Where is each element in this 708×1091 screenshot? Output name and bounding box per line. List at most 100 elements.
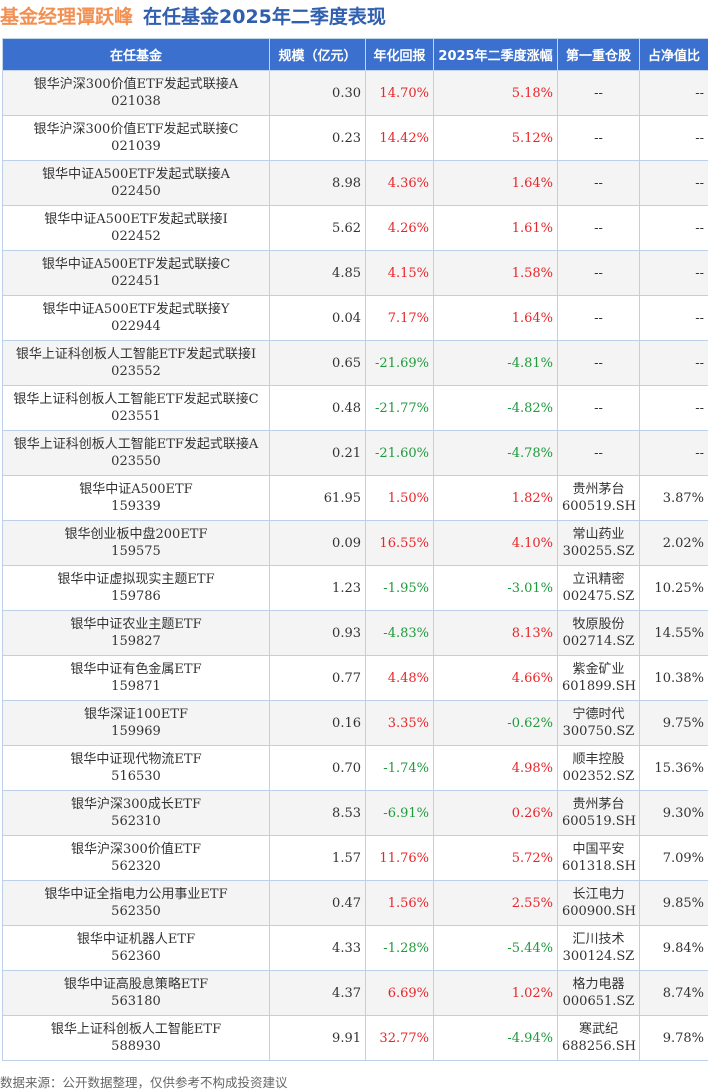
fund-size: 0.21 (270, 431, 366, 476)
fund-size: 9.91 (270, 1016, 366, 1061)
fund-name: 银华中证现代物流ETF (70, 752, 201, 767)
fund-size: 8.98 (270, 161, 366, 206)
annual-return: 4.26% (366, 206, 434, 251)
fund-code: 563180 (111, 994, 161, 1009)
fund-name: 银华中证全指电力公用事业ETF (44, 887, 227, 902)
fund-name-cell: 银华上证科创板人工智能ETF 588930 (3, 1016, 270, 1061)
top-holding-code: 601318.SH (562, 859, 636, 874)
top-holding-name: -- (594, 401, 603, 416)
holding-ratio: 3.87% (640, 476, 708, 521)
top-holding-code: 002475.SZ (563, 589, 635, 604)
top-holding-name: 宁德时代 (572, 707, 624, 722)
holding-ratio: -- (640, 341, 708, 386)
fund-name: 银华上证科创板人工智能ETF (51, 1022, 221, 1037)
fund-name: 银华深证100ETF (84, 707, 188, 722)
fund-name: 银华沪深300成长ETF (71, 797, 201, 812)
fund-size: 0.09 (270, 521, 366, 566)
top-holding-cell: -- (558, 71, 640, 116)
fund-code: 159969 (111, 724, 161, 739)
fund-size: 0.48 (270, 386, 366, 431)
fund-size: 4.85 (270, 251, 366, 296)
fund-size: 0.23 (270, 116, 366, 161)
fund-size: 0.65 (270, 341, 366, 386)
fund-size: 1.57 (270, 836, 366, 881)
fund-name: 银华中证A500ETF (79, 482, 192, 497)
fund-code: 562310 (111, 814, 161, 829)
column-header: 在任基金 (3, 39, 270, 71)
q2-change: 1.61% (434, 206, 558, 251)
q2-change: 1.02% (434, 971, 558, 1016)
holding-ratio: -- (640, 116, 708, 161)
fund-size: 4.33 (270, 926, 366, 971)
top-holding-code: 300124.SZ (563, 949, 635, 964)
fund-name: 银华创业板中盘200ETF (65, 527, 208, 542)
holding-ratio: -- (640, 251, 708, 296)
fund-name: 银华中证机器人ETF (77, 932, 195, 947)
fund-name: 银华中证有色金属ETF (70, 662, 201, 677)
top-holding-name: 格力电器 (572, 977, 624, 992)
annual-return: -4.83% (366, 611, 434, 656)
q2-change: 1.82% (434, 476, 558, 521)
top-holding-name: -- (594, 131, 603, 146)
holding-ratio: 9.78% (640, 1016, 708, 1061)
annual-return: -21.69% (366, 341, 434, 386)
fund-name: 银华中证农业主题ETF (70, 617, 201, 632)
holding-ratio: 9.85% (640, 881, 708, 926)
top-holding-code: 002714.SZ (563, 634, 635, 649)
q2-change: 4.98% (434, 746, 558, 791)
column-header: 规模（亿元） (270, 39, 366, 71)
holding-ratio: 15.36% (640, 746, 708, 791)
holding-ratio: 9.75% (640, 701, 708, 746)
top-holding-name: -- (594, 356, 603, 371)
column-header: 第一重仓股 (558, 39, 640, 71)
holding-ratio: 9.84% (640, 926, 708, 971)
top-holding-code: 000651.SZ (563, 994, 635, 1009)
top-holding-name: 常山药业 (572, 527, 624, 542)
column-header: 占净值比 (640, 39, 708, 71)
fund-name: 银华中证虚拟现实主题ETF (57, 572, 214, 587)
q2-change: 2.55% (434, 881, 558, 926)
top-holding-name: 寒武纪 (579, 1022, 618, 1037)
fund-name: 银华中证A500ETF发起式联接A (42, 167, 230, 182)
annual-return: 14.42% (366, 116, 434, 161)
holding-ratio: -- (640, 71, 708, 116)
q2-change: 5.12% (434, 116, 558, 161)
fund-name-cell: 银华深证100ETF 159969 (3, 701, 270, 746)
top-holding-cell: -- (558, 251, 640, 296)
fund-code: 159575 (111, 544, 161, 559)
fund-size: 0.77 (270, 656, 366, 701)
fund-name: 银华沪深300价值ETF发起式联接C (34, 122, 239, 137)
top-holding-cell: -- (558, 386, 640, 431)
q2-change: -4.81% (434, 341, 558, 386)
holding-ratio: 8.74% (640, 971, 708, 1016)
q2-change: 4.66% (434, 656, 558, 701)
q2-change: -3.01% (434, 566, 558, 611)
fund-size: 8.53 (270, 791, 366, 836)
q2-change: 1.64% (434, 161, 558, 206)
annual-return: -21.60% (366, 431, 434, 476)
fund-code: 588930 (111, 1039, 161, 1054)
annual-return: 4.48% (366, 656, 434, 701)
annual-return: 7.17% (366, 296, 434, 341)
top-holding-cell: -- (558, 296, 640, 341)
q2-change: -0.62% (434, 701, 558, 746)
fund-code: 023552 (111, 364, 161, 379)
fund-name: 银华中证A500ETF发起式联接I (44, 212, 228, 227)
